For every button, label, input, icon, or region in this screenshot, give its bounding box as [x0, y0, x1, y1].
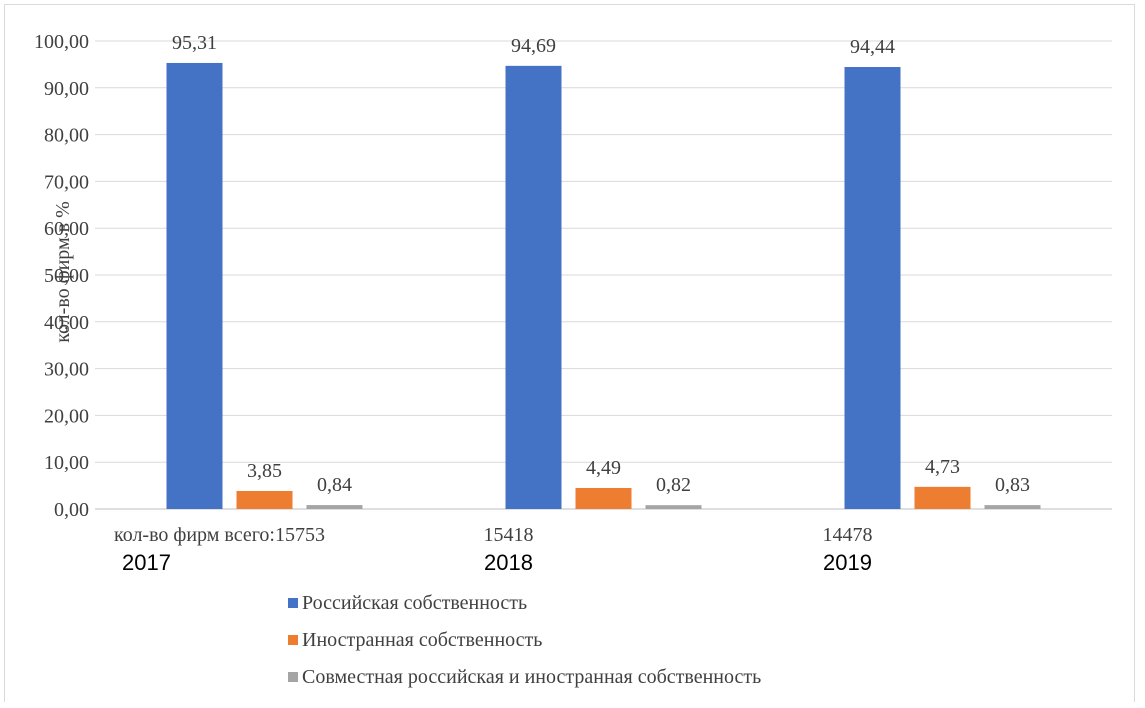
data-label: 0,84 [317, 474, 352, 496]
data-label: 3,85 [247, 460, 282, 482]
bar [575, 487, 632, 509]
data-label: 94,69 [511, 35, 556, 57]
bar [236, 490, 293, 509]
firm-count-label: 14478 [823, 524, 873, 546]
y-tick-label: 50,00 [44, 265, 89, 287]
y-tick-label: 20,00 [44, 405, 89, 427]
firm-count-label: 15418 [484, 524, 534, 546]
bar [984, 505, 1041, 509]
y-tick-label: 80,00 [44, 125, 89, 147]
data-label: 0,82 [656, 474, 691, 496]
legend-label: Совместная российская и иностранная собс… [302, 666, 761, 688]
x-category-label: 2019 [823, 550, 872, 575]
bar [645, 505, 702, 509]
y-axis-label: кол-во фирм в % [52, 201, 74, 343]
data-label: 94,44 [850, 36, 895, 58]
y-tick-label: 70,00 [44, 171, 89, 193]
bar [306, 505, 363, 509]
legend-swatch [288, 672, 298, 682]
y-tick-label: 0,00 [54, 499, 89, 521]
y-tick-label: 10,00 [44, 452, 89, 474]
bar [844, 67, 901, 509]
legend-label: Иностранная собственность [302, 629, 542, 651]
data-label: 0,83 [995, 474, 1030, 496]
bar [166, 62, 223, 510]
y-tick-label: 100,00 [34, 31, 89, 53]
chart-frame [4, 4, 1135, 702]
y-tick-label: 40,00 [44, 312, 89, 334]
data-label: 4,73 [925, 456, 960, 478]
y-tick-label: 60,00 [44, 218, 89, 240]
y-tick-label: 90,00 [44, 78, 89, 100]
firm-count-label: кол-во фирм всего:15753 [114, 524, 325, 546]
data-label: 95,31 [172, 32, 217, 54]
bar [914, 486, 971, 509]
y-tick-label: 30,00 [44, 359, 89, 381]
data-label: 4,49 [586, 457, 621, 479]
x-category-label: 2017 [122, 550, 171, 575]
x-category-label: 2018 [484, 550, 533, 575]
bar [505, 65, 562, 509]
legend-swatch [288, 635, 298, 645]
legend-swatch [288, 598, 298, 608]
legend-label: Российская собственность [302, 592, 527, 614]
